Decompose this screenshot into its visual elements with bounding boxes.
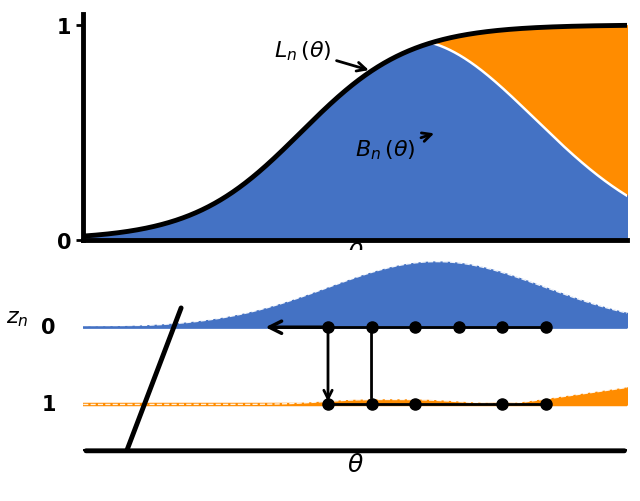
Text: 1: 1 [42, 395, 56, 415]
Text: $B_n\,(\theta)$: $B_n\,(\theta)$ [355, 134, 431, 162]
Text: $L_n\,(\theta)$: $L_n\,(\theta)$ [274, 40, 366, 72]
X-axis label: $\theta$: $\theta$ [347, 452, 364, 476]
X-axis label: $\theta$: $\theta$ [347, 242, 364, 266]
Text: 0: 0 [42, 318, 56, 338]
Text: $z_n$: $z_n$ [6, 308, 29, 328]
